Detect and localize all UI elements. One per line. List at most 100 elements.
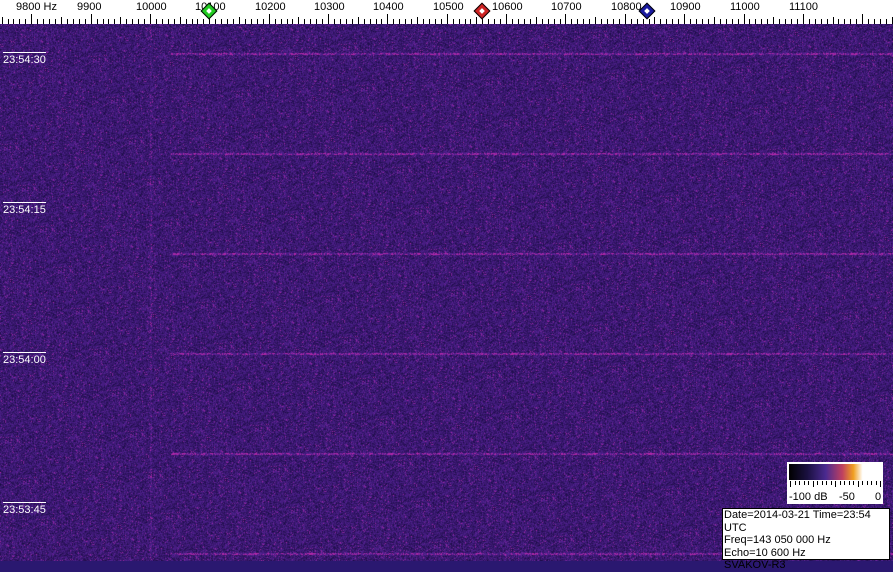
axis-tick (108, 19, 109, 24)
axis-tick (298, 17, 299, 24)
axis-tick (114, 19, 115, 24)
frequency-label: 10600 (492, 1, 523, 13)
axis-tick (476, 17, 477, 24)
axis-tick (132, 19, 133, 24)
time-label: 23:54:15 (3, 202, 46, 216)
axis-tick (441, 19, 442, 24)
axis-tick (678, 19, 679, 24)
axis-tick (767, 19, 768, 24)
axis-tick (322, 19, 323, 24)
axis-tick (637, 19, 638, 24)
axis-tick (833, 17, 834, 24)
frequency-label: 10000 (136, 1, 167, 13)
frequency-label: 11000 (730, 1, 760, 13)
axis-tick (749, 19, 750, 24)
axis-tick (91, 14, 92, 24)
frequency-label: 10400 (373, 1, 404, 13)
axis-tick (880, 19, 881, 24)
axis-tick (577, 19, 578, 24)
axis-tick (346, 19, 347, 24)
colorbar-tick (880, 481, 881, 487)
colorbar-tick (821, 481, 823, 485)
axis-tick (554, 19, 555, 24)
axis-tick (79, 19, 80, 24)
axis-tick (654, 17, 655, 24)
axis-tick (358, 17, 359, 24)
axis-tick (755, 19, 756, 24)
spectrogram-waterfall (0, 24, 893, 561)
axis-tick (821, 19, 822, 24)
axis-tick (773, 17, 774, 24)
axis-tick (61, 17, 62, 24)
colorbar-tick (812, 481, 814, 487)
axis-tick (589, 19, 590, 24)
axis-tick (8, 19, 9, 24)
axis-tick (144, 19, 145, 24)
colorbar-tick (866, 481, 868, 485)
axis-tick (257, 19, 258, 24)
axis-tick (447, 14, 448, 24)
axis-tick (744, 14, 745, 24)
axis-tick (465, 19, 466, 24)
axis-tick (607, 19, 608, 24)
frequency-label: 10300 (314, 1, 345, 13)
axis-tick (180, 17, 181, 24)
axis-tick (524, 19, 525, 24)
axis-tick (156, 19, 157, 24)
colorbar-tick (844, 481, 845, 485)
colorbar-tick (826, 481, 827, 485)
colorbar-label-max: 0 (875, 491, 882, 503)
axis-tick (779, 19, 780, 24)
axis-tick (126, 19, 127, 24)
axis-tick (405, 19, 406, 24)
axis-tick (275, 19, 276, 24)
axis-tick (453, 19, 454, 24)
axis-tick (417, 17, 418, 24)
axis-tick (67, 19, 68, 24)
axis-tick (803, 14, 804, 24)
colorbar-tick (830, 481, 832, 485)
axis-tick (174, 19, 175, 24)
colorbar-tick (803, 481, 805, 485)
axis-tick (150, 14, 151, 24)
axis-tick (548, 19, 549, 24)
axis-tick (73, 19, 74, 24)
axis-tick (886, 19, 887, 24)
axis-tick (797, 19, 798, 24)
axis-tick (2, 17, 3, 24)
axis-tick (494, 19, 495, 24)
colorbar-tick (848, 481, 850, 485)
axis-tick (316, 19, 317, 24)
axis-tick (791, 19, 792, 24)
frequency-label: 10500 (433, 1, 464, 13)
axis-tick (518, 19, 519, 24)
axis-tick (560, 19, 561, 24)
frequency-label: 10800 (611, 1, 642, 13)
axis-tick (542, 19, 543, 24)
axis-tick (530, 19, 531, 24)
info-date-time: Date=2014-03-21 Time=23:54 UTC (724, 509, 871, 534)
axis-tick (470, 19, 471, 24)
axis-tick (631, 19, 632, 24)
axis-tick (726, 19, 727, 24)
axis-tick (423, 19, 424, 24)
axis-tick (85, 19, 86, 24)
axis-tick (660, 19, 661, 24)
colorbar-label-min: -100 dB (789, 491, 828, 503)
axis-tick (233, 19, 234, 24)
axis-tick (684, 14, 685, 24)
axis-tick (37, 19, 38, 24)
time-label: 23:54:30 (3, 52, 46, 66)
colorbar-tick (862, 481, 863, 485)
axis-tick (482, 19, 483, 24)
time-label: 23:54:00 (3, 352, 46, 366)
time-label: 23:53:45 (3, 502, 46, 516)
axis-tick (714, 17, 715, 24)
axis-tick (393, 19, 394, 24)
axis-tick (340, 19, 341, 24)
axis-tick (168, 19, 169, 24)
axis-tick (328, 14, 329, 24)
axis-tick (536, 17, 537, 24)
axis-tick (97, 19, 98, 24)
axis-tick (672, 19, 673, 24)
